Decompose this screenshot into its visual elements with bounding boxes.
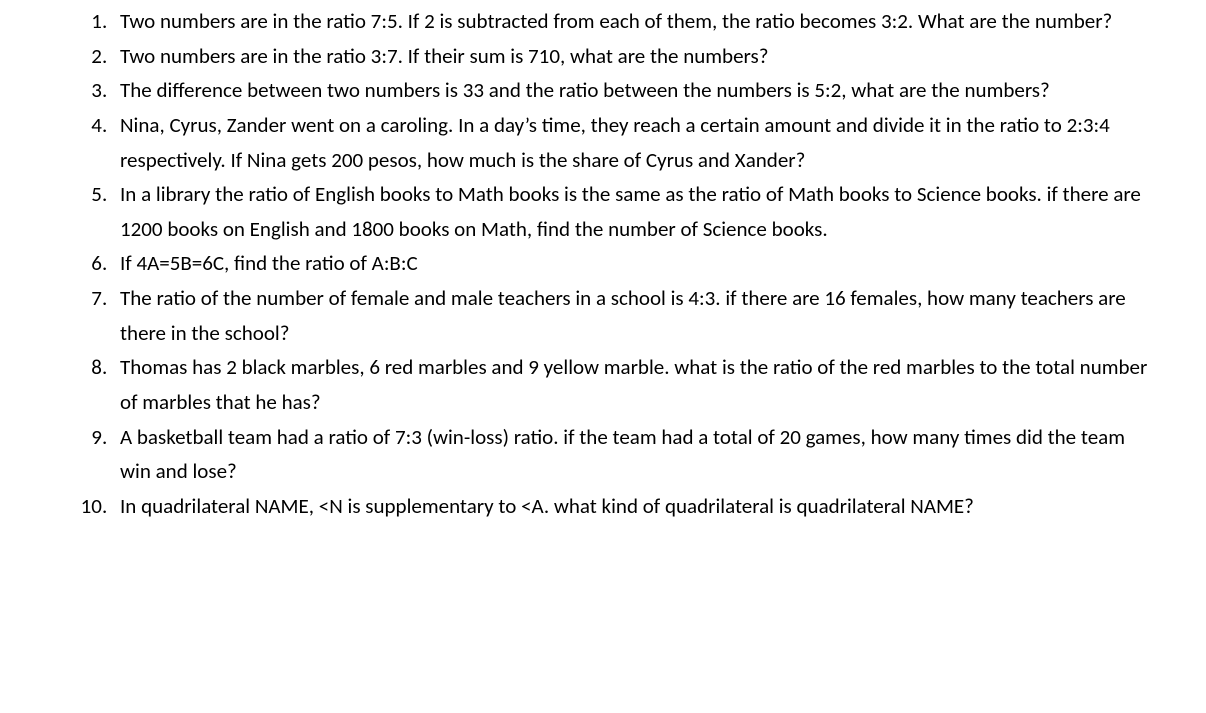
list-item: In quadrilateral NAME, <N is supplementa… — [112, 489, 1156, 524]
list-item: Thomas has 2 black marbles, 6 red marble… — [112, 350, 1156, 419]
question-text: In quadrilateral NAME, <N is supplementa… — [120, 493, 974, 519]
question-text: Thomas has 2 black marbles, 6 red marble… — [120, 354, 1147, 415]
list-item: Two numbers are in the ratio 7:5. If 2 i… — [112, 4, 1156, 39]
question-text: The difference between two numbers is 33… — [120, 77, 1050, 103]
question-text: The ratio of the number of female and ma… — [120, 285, 1126, 346]
question-text: In a library the ratio of English books … — [120, 181, 1141, 242]
question-text: Two numbers are in the ratio 7:5. If 2 i… — [120, 8, 1112, 34]
list-item: Two numbers are in the ratio 3:7. If the… — [112, 39, 1156, 74]
question-text: If 4A=5B=6C, find the ratio of A:B:C — [120, 250, 418, 276]
question-text: A basketball team had a ratio of 7:3 (wi… — [120, 424, 1125, 485]
question-text: Two numbers are in the ratio 3:7. If the… — [120, 43, 768, 69]
list-item: If 4A=5B=6C, find the ratio of A:B:C — [112, 246, 1156, 281]
list-item: In a library the ratio of English books … — [112, 177, 1156, 246]
question-list: Two numbers are in the ratio 7:5. If 2 i… — [50, 4, 1156, 524]
list-item: The difference between two numbers is 33… — [112, 73, 1156, 108]
question-text: Nina, Cyrus, Zander went on a caroling. … — [120, 112, 1110, 173]
list-item: Nina, Cyrus, Zander went on a caroling. … — [112, 108, 1156, 177]
list-item: The ratio of the number of female and ma… — [112, 281, 1156, 350]
document-page: Two numbers are in the ratio 7:5. If 2 i… — [0, 0, 1206, 544]
list-item: A basketball team had a ratio of 7:3 (wi… — [112, 420, 1156, 489]
